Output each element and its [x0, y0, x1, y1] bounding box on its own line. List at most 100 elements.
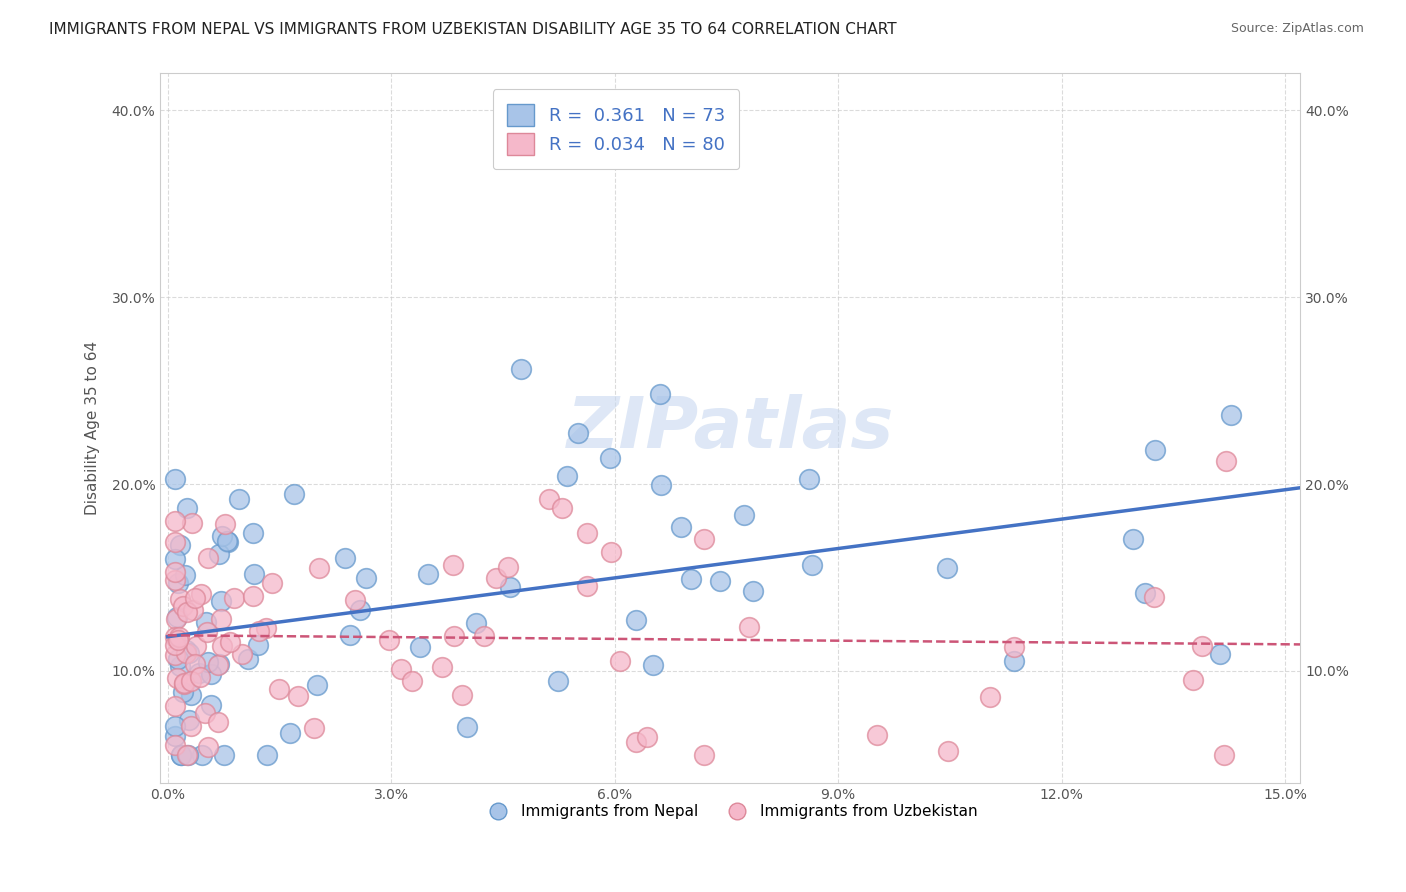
Point — [1213, 747, 1236, 762]
Point — [1122, 532, 1144, 546]
Point — [176, 605, 198, 619]
Point — [624, 613, 647, 627]
Point — [472, 629, 495, 643]
Point — [228, 492, 250, 507]
Point — [936, 561, 959, 575]
Point — [1133, 585, 1156, 599]
Point — [401, 674, 423, 689]
Point — [165, 738, 187, 752]
Point — [174, 646, 197, 660]
Point — [212, 747, 235, 762]
Point — [551, 500, 574, 515]
Point — [207, 714, 229, 729]
Point — [231, 647, 253, 661]
Point — [222, 591, 245, 605]
Point — [555, 469, 578, 483]
Point — [648, 387, 671, 401]
Point — [979, 690, 1001, 704]
Point — [166, 671, 188, 685]
Point — [183, 603, 205, 617]
Point — [188, 670, 211, 684]
Point — [733, 508, 755, 522]
Point — [165, 648, 187, 662]
Point — [389, 662, 412, 676]
Point — [197, 655, 219, 669]
Point — [165, 472, 187, 486]
Point — [456, 721, 478, 735]
Point — [173, 677, 195, 691]
Point — [354, 571, 377, 585]
Point — [207, 658, 229, 673]
Point — [214, 516, 236, 531]
Point — [208, 547, 231, 561]
Point — [1143, 442, 1166, 457]
Point — [217, 535, 239, 549]
Point — [609, 654, 631, 668]
Point — [209, 594, 232, 608]
Point — [170, 747, 193, 762]
Point — [190, 586, 212, 600]
Point — [173, 675, 195, 690]
Point — [170, 747, 193, 762]
Point — [194, 706, 217, 720]
Point — [211, 529, 233, 543]
Point — [200, 666, 222, 681]
Point — [176, 747, 198, 762]
Point — [742, 584, 765, 599]
Point — [184, 639, 207, 653]
Point — [165, 638, 187, 652]
Point — [464, 615, 486, 630]
Point — [200, 698, 222, 712]
Point — [624, 735, 647, 749]
Point — [262, 576, 284, 591]
Point — [450, 689, 472, 703]
Point — [180, 719, 202, 733]
Point — [176, 501, 198, 516]
Point — [669, 520, 692, 534]
Point — [165, 535, 187, 549]
Point — [278, 726, 301, 740]
Point — [165, 698, 187, 713]
Point — [256, 747, 278, 762]
Point — [172, 685, 194, 699]
Point — [167, 630, 190, 644]
Point — [797, 472, 820, 486]
Point — [167, 575, 190, 590]
Point — [576, 579, 599, 593]
Point — [1143, 591, 1166, 605]
Point — [681, 573, 703, 587]
Y-axis label: Disability Age 35 to 64: Disability Age 35 to 64 — [86, 341, 100, 515]
Point — [567, 425, 589, 440]
Point — [576, 526, 599, 541]
Point — [246, 638, 269, 652]
Point — [254, 621, 277, 635]
Point — [215, 533, 238, 548]
Point — [510, 362, 533, 376]
Point — [349, 603, 371, 617]
Point — [485, 571, 508, 585]
Point — [180, 688, 202, 702]
Point — [738, 620, 761, 634]
Point — [302, 721, 325, 735]
Point — [409, 640, 432, 655]
Point — [643, 658, 665, 673]
Point — [432, 660, 454, 674]
Point — [339, 628, 361, 642]
Point — [709, 574, 731, 588]
Point — [165, 630, 187, 644]
Text: IMMIGRANTS FROM NEPAL VS IMMIGRANTS FROM UZBEKISTAN DISABILITY AGE 35 TO 64 CORR: IMMIGRANTS FROM NEPAL VS IMMIGRANTS FROM… — [49, 22, 897, 37]
Point — [600, 545, 623, 559]
Point — [335, 551, 357, 566]
Point — [169, 591, 191, 606]
Point — [209, 611, 232, 625]
Point — [650, 477, 672, 491]
Point — [344, 593, 367, 607]
Point — [177, 713, 200, 727]
Point — [184, 657, 207, 672]
Point — [693, 532, 716, 546]
Point — [936, 744, 959, 758]
Point — [599, 450, 621, 465]
Point — [165, 574, 187, 588]
Point — [1209, 647, 1232, 661]
Point — [636, 730, 658, 744]
